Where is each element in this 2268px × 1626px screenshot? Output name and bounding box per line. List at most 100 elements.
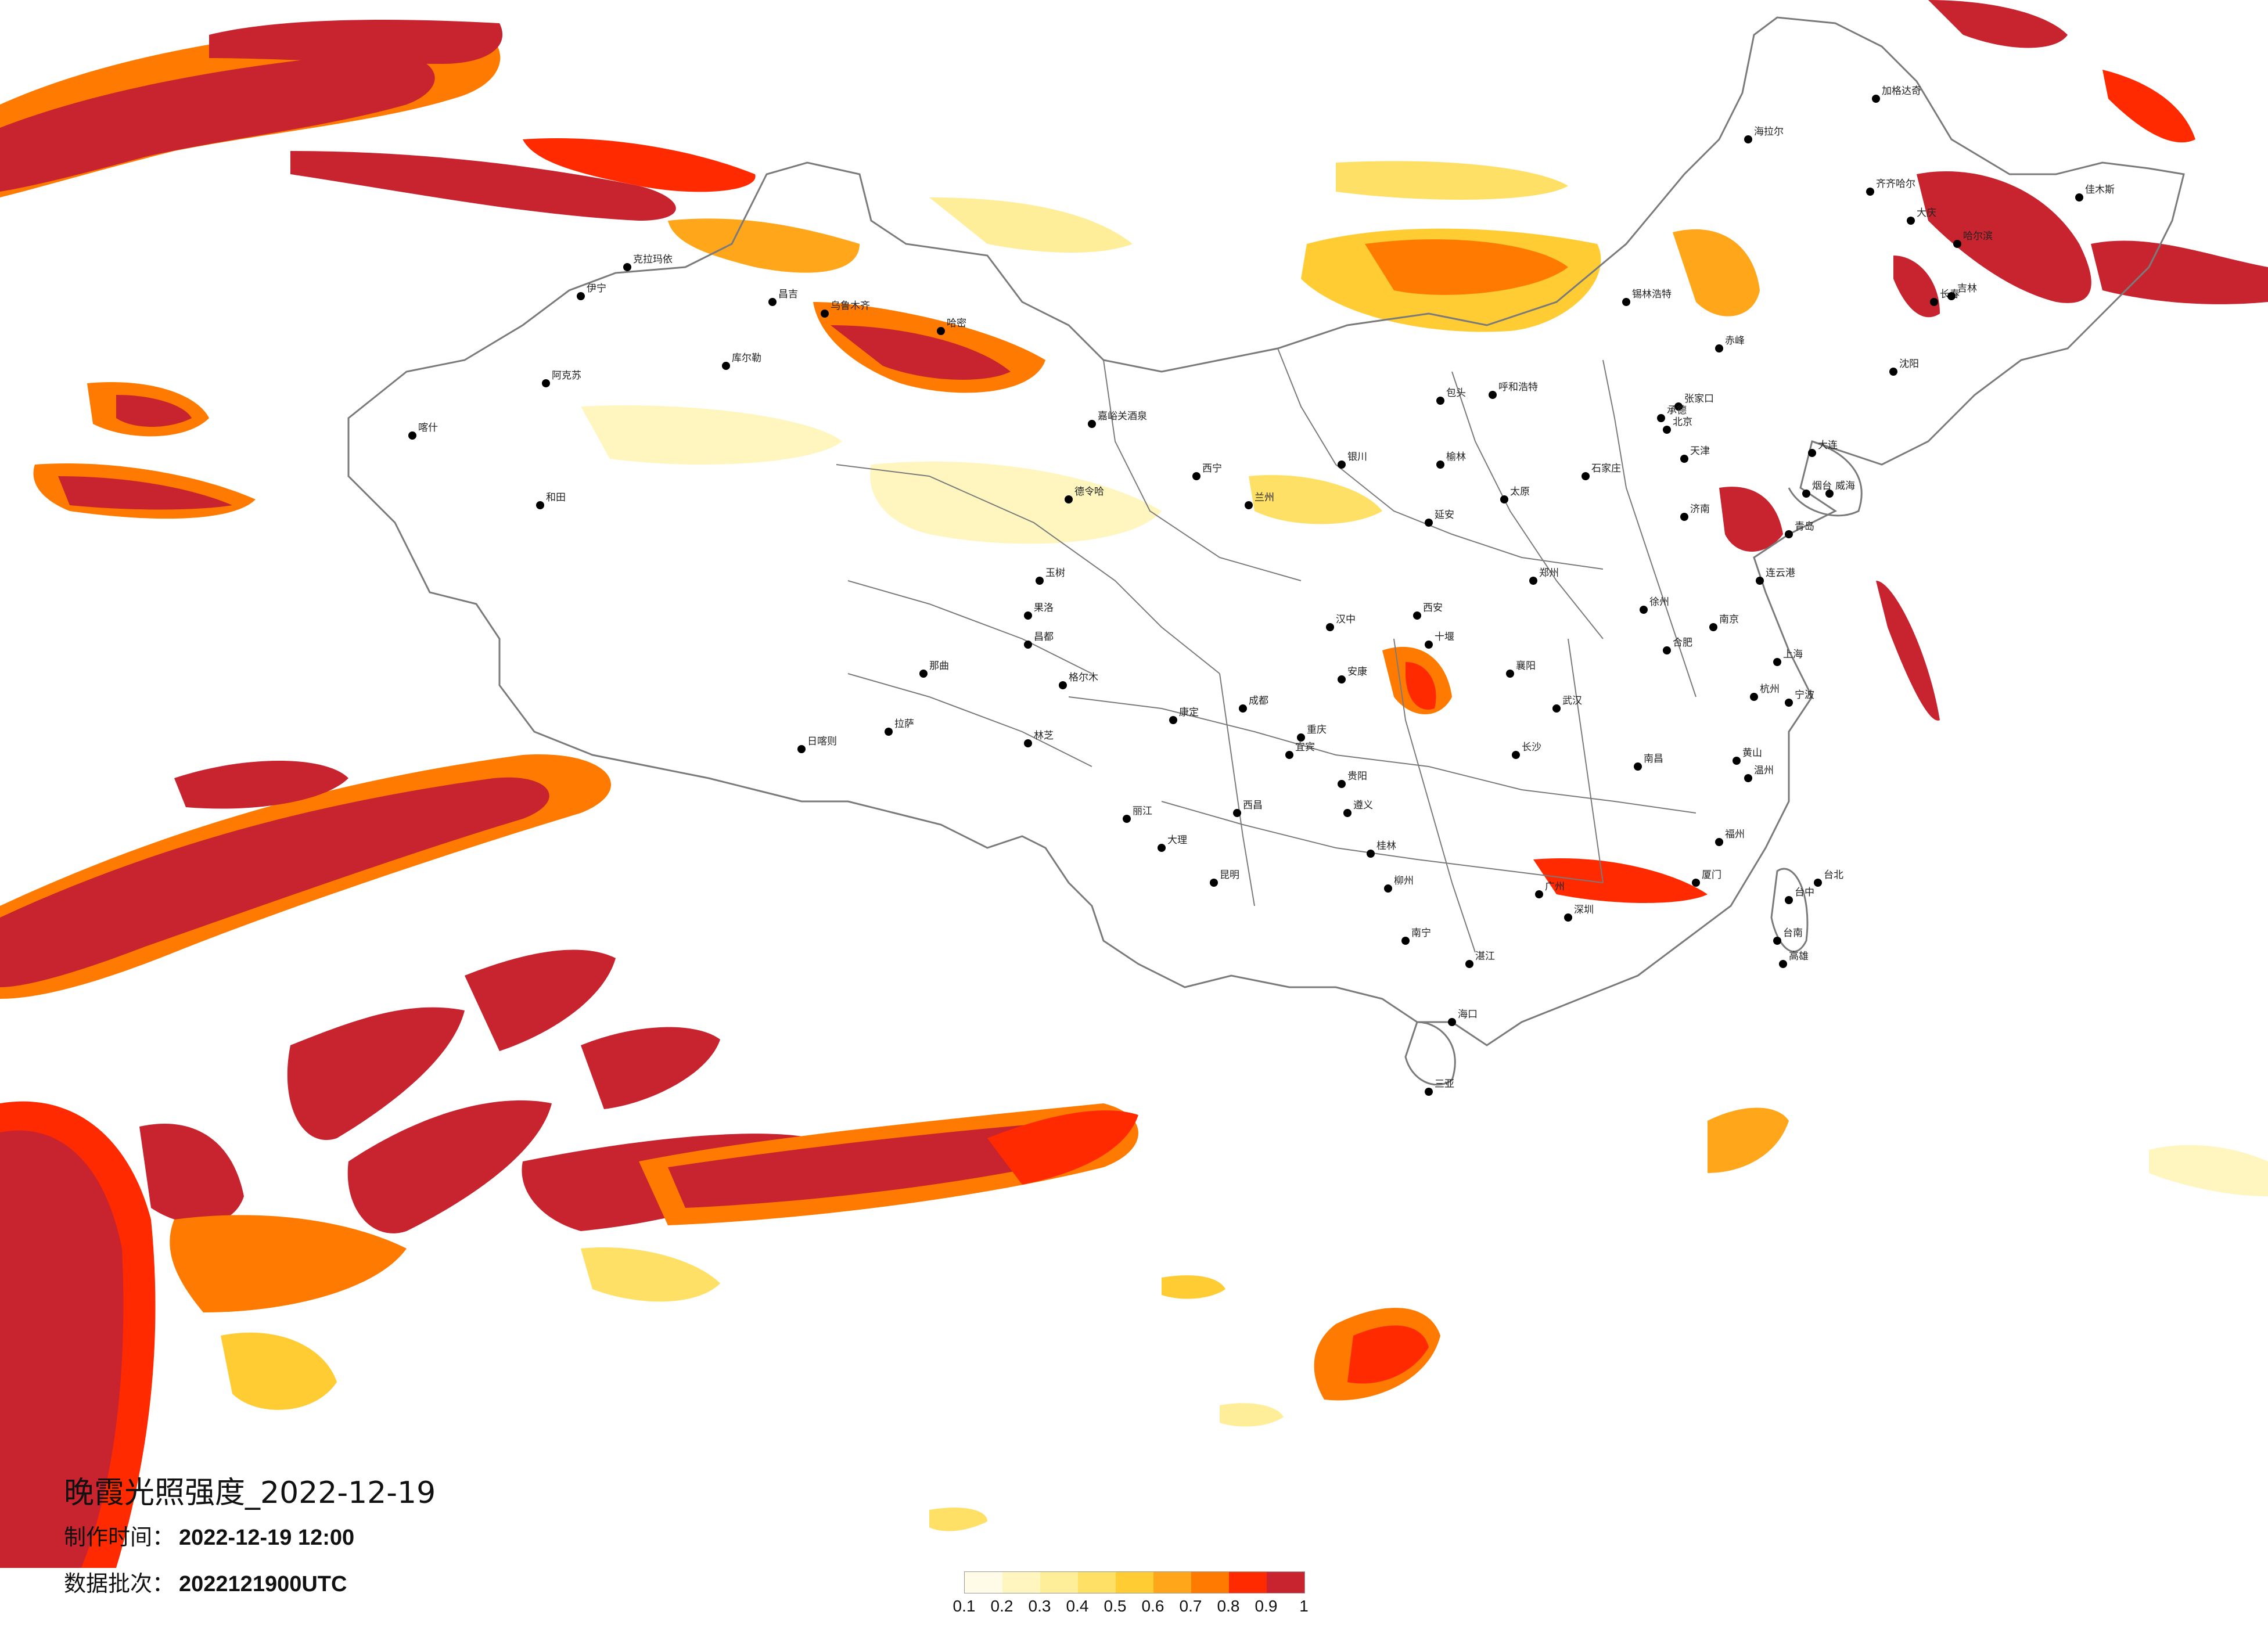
city-dot <box>1663 646 1671 654</box>
city-label: 台南 <box>1783 927 1803 939</box>
city-label: 阿克苏 <box>552 370 581 382</box>
city-label: 石家庄 <box>1591 463 1621 474</box>
city-label: 那曲 <box>929 660 949 672</box>
intensity-field <box>0 0 2268 1568</box>
city-label: 康定 <box>1179 707 1199 718</box>
city-dot <box>1692 879 1700 887</box>
city-label: 呼和浩特 <box>1498 382 1538 393</box>
city-label: 台中 <box>1795 887 1814 898</box>
city-label: 长沙 <box>1522 742 1541 753</box>
city-dot <box>1401 937 1410 945</box>
city-label: 烟台 <box>1812 480 1832 492</box>
legend-tick-label: 0.7 <box>1179 1597 1202 1615</box>
city-dot <box>1425 1088 1433 1096</box>
city-label: 拉萨 <box>894 718 914 730</box>
city-dot <box>1065 495 1073 503</box>
city-dot <box>1785 530 1793 538</box>
legend-tick-label: 0.3 <box>1028 1597 1051 1615</box>
city-label: 成都 <box>1249 695 1268 707</box>
city-label: 三亚 <box>1435 1078 1454 1090</box>
city-dot <box>542 379 550 387</box>
city-dot <box>1779 960 1787 968</box>
city-dot <box>1024 611 1032 620</box>
city-label: 海拉尔 <box>1754 126 1784 138</box>
city-dot <box>1535 890 1543 898</box>
city-dot <box>1338 780 1346 788</box>
city-dot <box>577 292 585 300</box>
city-dot <box>1866 188 1874 196</box>
city-dot <box>1512 751 1520 759</box>
city-label: 大庆 <box>1917 207 1936 219</box>
city-dot <box>1425 641 1433 649</box>
legend-swatch <box>1229 1572 1267 1593</box>
city-label: 徐州 <box>1649 596 1669 608</box>
city-label: 湛江 <box>1475 951 1495 962</box>
legend-swatch <box>1002 1572 1040 1593</box>
city-label: 喀什 <box>418 422 438 434</box>
city-label: 汉中 <box>1336 614 1356 625</box>
legend-tick-label: 1 <box>1299 1597 1309 1615</box>
legend-swatch <box>965 1572 1002 1593</box>
city-label: 宜宾 <box>1295 742 1315 753</box>
city-label: 青岛 <box>1795 521 1814 533</box>
city-dot <box>937 327 945 335</box>
city-label: 包头 <box>1446 387 1466 399</box>
city-label: 兰州 <box>1255 492 1274 503</box>
city-dot <box>768 298 777 306</box>
city-label: 德令哈 <box>1074 486 1104 498</box>
city-label: 大连 <box>1818 440 1838 451</box>
city-label: 杭州 <box>1760 684 1780 695</box>
city-label: 沈阳 <box>1899 358 1919 370</box>
city-dot <box>1582 472 1590 480</box>
legend-swatch <box>1153 1572 1191 1593</box>
city-dot <box>1285 751 1293 759</box>
city-label: 齐齐哈尔 <box>1876 178 1915 190</box>
city-dot <box>1889 368 1897 376</box>
city-label: 延安 <box>1435 509 1454 521</box>
map-title: 晚霞光照强度_2022-12-19 <box>64 1476 436 1510</box>
city-dot <box>1036 577 1044 585</box>
city-dot <box>408 431 416 440</box>
production-time-value: 2022-12-19 12:00 <box>179 1526 355 1550</box>
city-dot <box>1489 391 1497 399</box>
city-label: 重庆 <box>1307 724 1327 736</box>
legend-swatch <box>1267 1572 1304 1593</box>
city-label: 和田 <box>546 492 566 503</box>
city-dot <box>1210 879 1218 887</box>
city-dot <box>722 362 730 370</box>
city-label: 北京 <box>1673 416 1692 428</box>
city-dot <box>1413 611 1421 620</box>
city-label: 太原 <box>1510 486 1530 498</box>
city-dot <box>1024 739 1032 747</box>
color-legend: 0.1 0.2 0.3 0.4 0.5 0.6 0.7 0.8 0.9 1 <box>953 1571 1309 1620</box>
city-label: 桂林 <box>1376 840 1396 852</box>
city-dot <box>623 263 631 271</box>
city-dot <box>1338 675 1346 684</box>
city-dot <box>1634 762 1642 771</box>
legend-swatch <box>1040 1572 1078 1593</box>
city-dot <box>1947 292 1956 300</box>
legend-tick-label: 0.1 <box>953 1597 976 1615</box>
city-dot <box>1680 455 1688 463</box>
city-dot <box>1529 577 1537 585</box>
data-batch-label: 数据批次： <box>64 1571 175 1596</box>
city-dot <box>1953 240 1961 248</box>
legend-color-bar <box>964 1571 1305 1593</box>
city-label: 银川 <box>1347 451 1367 463</box>
city-dot <box>821 310 829 318</box>
city-dot <box>1448 1018 1456 1026</box>
city-dot <box>1785 896 1793 904</box>
city-dot <box>536 501 544 509</box>
city-dot <box>1808 449 1816 457</box>
city-label: 威海 <box>1835 480 1855 492</box>
city-label: 库尔勒 <box>732 352 761 364</box>
city-label: 西安 <box>1423 602 1443 614</box>
city-dot <box>1239 704 1247 713</box>
city-label: 昌都 <box>1034 631 1054 643</box>
city-dot <box>1338 461 1346 469</box>
city-dot <box>1756 577 1764 585</box>
production-time: 制作时间： 2022-12-19 12:00 <box>64 1519 354 1551</box>
city-label: 哈尔滨 <box>1963 231 1993 242</box>
city-label: 温州 <box>1754 765 1774 776</box>
